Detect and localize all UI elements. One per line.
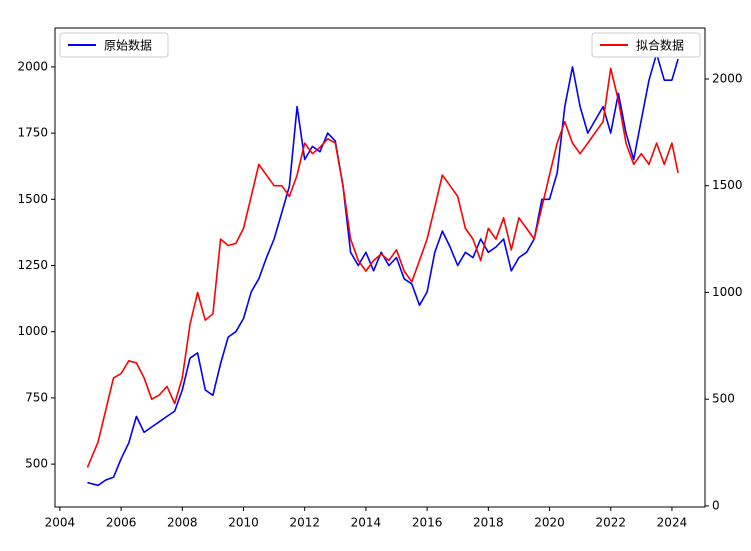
- y2-tick-label: 0: [712, 498, 720, 512]
- legend-label: 拟合数据: [636, 38, 684, 53]
- y2-tick-label: 1500: [712, 178, 743, 192]
- y-tick-label: 1250: [17, 258, 48, 272]
- y-tick-label: 1000: [17, 324, 48, 338]
- x-tick-label: 2020: [534, 516, 565, 530]
- y2-tick-label: 2000: [712, 72, 743, 86]
- legend-label: 原始数据: [104, 38, 152, 53]
- y-tick-label: 1500: [17, 192, 48, 206]
- x-tick-label: 2018: [473, 516, 504, 530]
- line-series: [86, 67, 679, 468]
- x-tick-label: 2008: [167, 516, 198, 530]
- y-tick-label: 500: [25, 457, 48, 471]
- x-tick-label: 2016: [412, 516, 443, 530]
- y-tick-label: 2000: [17, 59, 48, 73]
- x-tick-label: 2024: [657, 516, 688, 530]
- y2-tick-label: 500: [712, 392, 735, 406]
- x-tick-label: 2022: [595, 516, 626, 530]
- x-tick-label: 2014: [351, 516, 382, 530]
- plot-frame: [54, 27, 706, 508]
- x-tick-label: 2010: [228, 516, 259, 530]
- x-tick-label: 2012: [289, 516, 320, 530]
- x-tick-label: 2004: [45, 516, 76, 530]
- x-tick-label: 2006: [106, 516, 137, 530]
- y2-tick-label: 1000: [712, 285, 743, 299]
- legend-box: [59, 32, 169, 58]
- legend-box: [591, 32, 701, 58]
- line-series: [87, 52, 679, 487]
- y-tick-label: 1750: [17, 126, 48, 140]
- y-tick-label: 750: [25, 390, 48, 404]
